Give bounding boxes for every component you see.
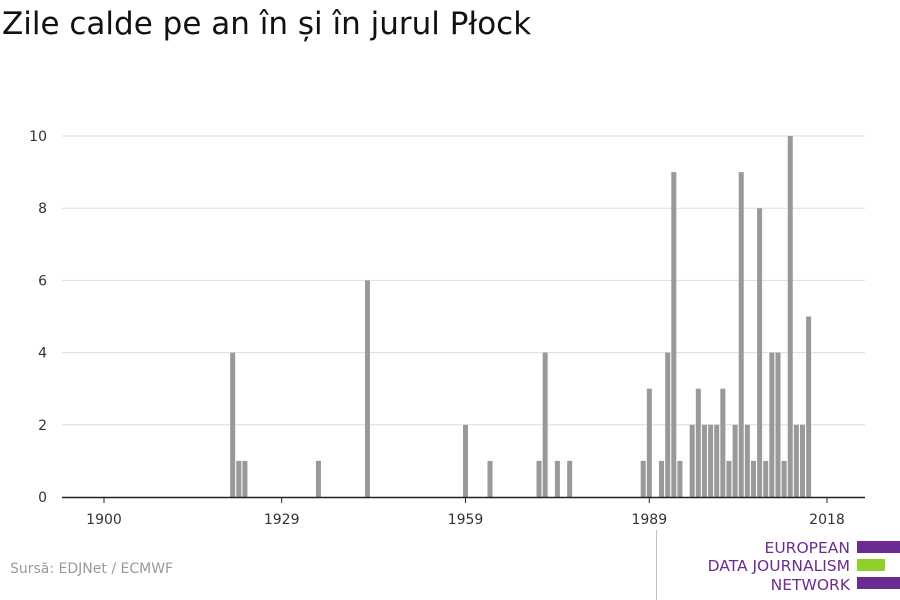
bar-1971 [536,460,542,497]
bar-1993 [671,172,677,497]
x-tick-label: 1900 [86,512,122,528]
bar-1943 [364,280,370,497]
logo-line-3: NETWORK [770,576,850,594]
bar-2007 [757,208,763,497]
bar-1963 [487,460,493,497]
bar-2010 [775,352,781,497]
bar-1996 [689,424,695,497]
bar-2001 [720,388,726,497]
x-tick-label: 2018 [809,512,845,528]
y-tick-label: 10 [29,129,47,145]
logo-divider [656,530,657,600]
bar-2005 [744,424,750,497]
bar-1935 [315,460,321,497]
bars [230,136,812,497]
bar-1974 [554,460,560,497]
bar-1992 [665,352,671,497]
bar-1997 [695,388,701,497]
bar-1991 [659,460,665,497]
chart-title: Zile calde pe an în și în jurul Płock [2,6,532,42]
logo-bar-purple-top [857,541,900,553]
bar-2013 [793,424,799,497]
logo-line-1: EUROPEAN [764,539,850,557]
bar-2006 [750,460,756,497]
bar-2000 [714,424,720,497]
y-tick-label: 8 [38,201,47,217]
logo-bar-purple-bottom [857,577,900,589]
bar-1923 [242,460,248,497]
bar-2002 [726,460,732,497]
logo-bar-green [857,559,885,571]
bar-1972 [542,352,548,497]
bar-1959 [462,424,469,497]
bar-2009 [769,352,775,497]
bar-chart: 0 2 4 6 8 10 1900 1929 1959 1989 2018 [29,129,865,528]
bar-1921 [230,352,236,497]
bar-2011 [781,460,787,497]
bar-1998 [701,424,707,497]
y-tick-label: 0 [38,490,47,506]
bar-2012 [787,136,793,497]
bar-2008 [763,460,769,497]
bar-2014 [799,424,805,497]
y-tick-label: 4 [38,346,47,362]
x-tick-label: 1929 [264,512,300,528]
bar-1988 [640,460,646,497]
source-note: Sursă: EDJNet / ECMWF [10,561,174,577]
bar-1989 [646,388,652,497]
logo-line-2: DATA JOURNALISM [707,557,850,575]
axes: 0 2 4 6 8 10 1900 1929 1959 1989 2018 [29,129,865,528]
y-tick-label: 6 [38,273,47,289]
y-tick-label: 2 [38,418,47,434]
bar-2015 [806,316,812,497]
gridlines [62,135,865,426]
bar-2003 [732,424,738,497]
x-tick-label: 1959 [448,512,484,528]
x-tick-label: 1989 [631,512,667,528]
bar-2004 [738,172,744,497]
bar-1922 [236,460,242,497]
bar-1994 [677,460,683,497]
bar-1999 [708,424,714,497]
bar-1976 [567,460,573,497]
